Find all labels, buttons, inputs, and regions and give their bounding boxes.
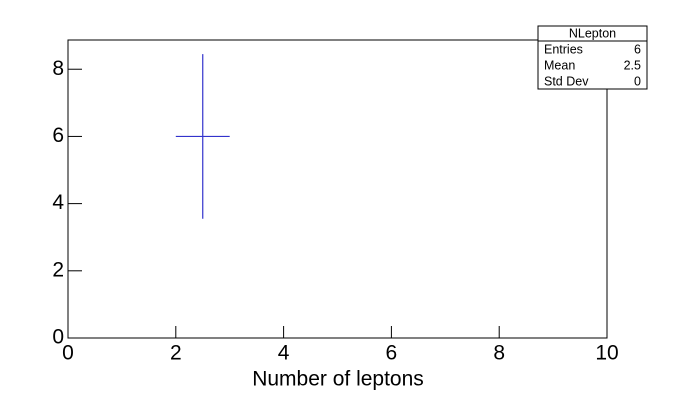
stats-value: 6 — [634, 42, 641, 56]
stats-label: Std Dev — [544, 74, 589, 88]
stats-value: 2.5 — [624, 58, 641, 72]
x-tick-label: 10 — [595, 342, 618, 365]
y-tick-label: 4 — [52, 191, 64, 214]
x-tick-label: 0 — [62, 342, 74, 365]
stats-label: Mean — [544, 58, 575, 72]
x-axis-title: Number of leptons — [252, 368, 424, 391]
x-tick-label: 2 — [170, 342, 182, 365]
plot-frame — [67, 39, 608, 339]
stats-title: NLepton — [569, 26, 616, 40]
x-tick-label: 4 — [278, 342, 290, 365]
x-tick-label: 6 — [386, 342, 398, 365]
stats-value: 0 — [634, 74, 641, 88]
y-tick-label: 8 — [52, 57, 64, 80]
y-tick-label: 2 — [52, 258, 64, 281]
y-tick-label: 6 — [52, 124, 64, 147]
stats-label: Entries — [544, 42, 583, 56]
y-tick-label: 0 — [52, 326, 64, 349]
stats-box — [537, 25, 648, 90]
x-tick-label: 8 — [493, 342, 505, 365]
